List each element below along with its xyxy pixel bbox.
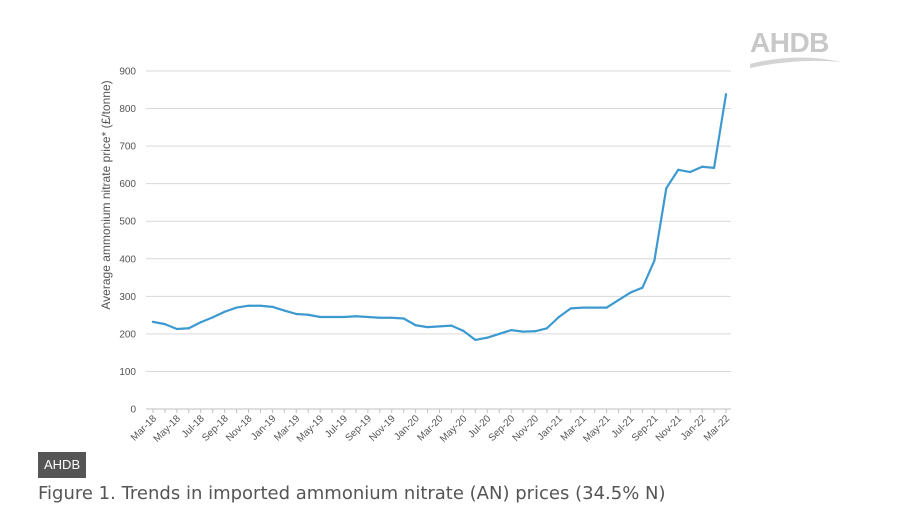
y-tick-label: 100 bbox=[119, 367, 136, 378]
y-tick-labels: 0 100 200 300 400 500 600 700 800 900 bbox=[119, 67, 136, 416]
data-points bbox=[151, 93, 728, 341]
y-tick-label: 300 bbox=[119, 292, 136, 303]
data-point bbox=[330, 315, 334, 319]
data-point bbox=[557, 315, 560, 319]
x-tick-label: May-21 bbox=[581, 413, 613, 445]
x-tick-label: Nov-21 bbox=[654, 413, 685, 444]
y-tick-label: 900 bbox=[119, 67, 136, 78]
data-point bbox=[426, 326, 429, 329]
x-tick-label: May-20 bbox=[438, 413, 470, 445]
data-point bbox=[629, 291, 632, 294]
data-point bbox=[307, 313, 310, 316]
figure-caption: Figure 1. Trends in imported ammonium ni… bbox=[38, 483, 666, 504]
data-point bbox=[235, 306, 238, 309]
y-tick-label: 0 bbox=[130, 405, 136, 416]
data-point bbox=[319, 315, 322, 319]
y-tick-label: 700 bbox=[119, 142, 136, 153]
data-point bbox=[342, 315, 346, 319]
data-point bbox=[474, 338, 477, 341]
x-tick-marks bbox=[152, 409, 727, 413]
data-point bbox=[605, 306, 608, 309]
data-point bbox=[450, 324, 453, 327]
data-point bbox=[569, 307, 572, 310]
data-point bbox=[677, 168, 680, 171]
data-point bbox=[533, 330, 537, 333]
x-tick-label: May-18 bbox=[152, 413, 184, 445]
data-point bbox=[593, 306, 596, 309]
data-point bbox=[438, 325, 441, 328]
data-point bbox=[354, 315, 358, 318]
x-tick-labels: Mar-18May-18Jul-18Sep-18Nov-18Jan-19Mar-… bbox=[129, 413, 732, 445]
data-point bbox=[498, 332, 501, 335]
data-point bbox=[712, 166, 716, 169]
x-tick-label: Nov-18 bbox=[224, 413, 255, 444]
data-point bbox=[199, 321, 202, 324]
price-series-line bbox=[151, 93, 728, 341]
data-point bbox=[163, 323, 167, 326]
data-point bbox=[247, 304, 250, 307]
data-point bbox=[641, 286, 644, 289]
y-tick-label: 800 bbox=[119, 104, 136, 115]
data-point bbox=[581, 306, 584, 309]
y-tick-label: 200 bbox=[119, 329, 136, 340]
logo-swoosh-icon bbox=[750, 57, 842, 68]
data-point bbox=[390, 316, 393, 319]
data-point bbox=[187, 327, 190, 330]
data-point bbox=[617, 298, 620, 302]
data-point bbox=[724, 93, 728, 96]
data-point bbox=[689, 170, 692, 174]
data-point bbox=[545, 327, 549, 330]
data-point bbox=[486, 336, 489, 339]
ahdb-logo-text: AHDB bbox=[750, 27, 829, 58]
data-point bbox=[295, 312, 298, 316]
source-badge: AHDB bbox=[38, 452, 87, 478]
data-point bbox=[259, 304, 262, 307]
data-point bbox=[151, 320, 155, 323]
gridlines bbox=[146, 70, 731, 410]
y-tick-label: 500 bbox=[119, 217, 136, 228]
data-point bbox=[402, 317, 405, 320]
x-tick-label: Nov-19 bbox=[367, 413, 398, 444]
data-point bbox=[462, 329, 465, 332]
y-axis-title: Average ammonium nitrate price* (£/tonne… bbox=[99, 80, 113, 309]
x-tick-label: May-19 bbox=[295, 413, 327, 445]
data-point bbox=[223, 310, 226, 313]
data-point bbox=[283, 309, 286, 312]
data-point bbox=[211, 316, 214, 319]
y-tick-label: 400 bbox=[119, 254, 136, 265]
data-point bbox=[175, 327, 178, 331]
data-point bbox=[665, 187, 668, 190]
data-point bbox=[701, 165, 704, 168]
y-tick-label: 600 bbox=[119, 179, 136, 190]
data-point bbox=[378, 316, 381, 319]
x-tick-label: Nov-20 bbox=[511, 413, 542, 444]
data-point bbox=[653, 259, 656, 262]
data-point bbox=[271, 305, 274, 308]
x-tick-label: Mar-22 bbox=[702, 413, 732, 443]
data-point bbox=[521, 330, 525, 333]
data-point bbox=[366, 315, 369, 319]
data-point bbox=[414, 324, 417, 327]
ahdb-logo: AHDB bbox=[750, 27, 842, 68]
data-point bbox=[510, 329, 513, 332]
